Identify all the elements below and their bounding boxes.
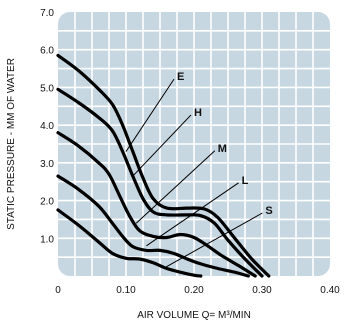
curve-label-l: L — [242, 175, 249, 187]
leader-line-e — [125, 78, 175, 152]
curve-label-e: E — [177, 71, 184, 83]
y-axis-ticks: 1.0 2.0 3.0 4.0 5.0 6.0 7.0 — [40, 8, 54, 245]
y-tick-label: 1.0 — [40, 234, 54, 245]
curve-s — [56, 208, 203, 278]
x-tick-label: 0 — [55, 285, 61, 296]
curve-e — [56, 53, 271, 278]
y-tick-label: 4.0 — [40, 121, 54, 132]
leader-line-l — [146, 182, 239, 247]
leader-line-m — [135, 150, 216, 224]
curve-m — [56, 131, 257, 278]
leader-line-s — [163, 212, 263, 269]
grid — [58, 12, 330, 276]
y-tick-label: 3.0 — [40, 159, 54, 170]
curve-label-m: M — [218, 143, 227, 155]
label-leaders: E H M L S — [125, 71, 273, 269]
y-axis-label: STATIC PRESSURE - MM OF WATER — [6, 58, 17, 230]
curve-label-h: H — [194, 107, 202, 119]
x-axis-ticks: 0 0.10 0.20 0.30 0.40 — [55, 285, 340, 296]
x-axis-label: AIR VOLUME Q= M³/MIN — [137, 310, 251, 321]
y-tick-label: 6.0 — [40, 46, 54, 57]
y-tick-label: 7.0 — [40, 8, 54, 19]
y-tick-label: 2.0 — [40, 197, 54, 208]
x-tick-label: 0.10 — [116, 285, 136, 296]
x-tick-label: 0.30 — [252, 285, 272, 296]
x-tick-label: 0.20 — [184, 285, 204, 296]
leader-line-h — [132, 114, 192, 177]
y-tick-label: 5.0 — [40, 83, 54, 94]
x-tick-label: 0.40 — [320, 285, 340, 296]
curve-label-s: S — [265, 205, 272, 217]
curve-l — [56, 174, 250, 278]
